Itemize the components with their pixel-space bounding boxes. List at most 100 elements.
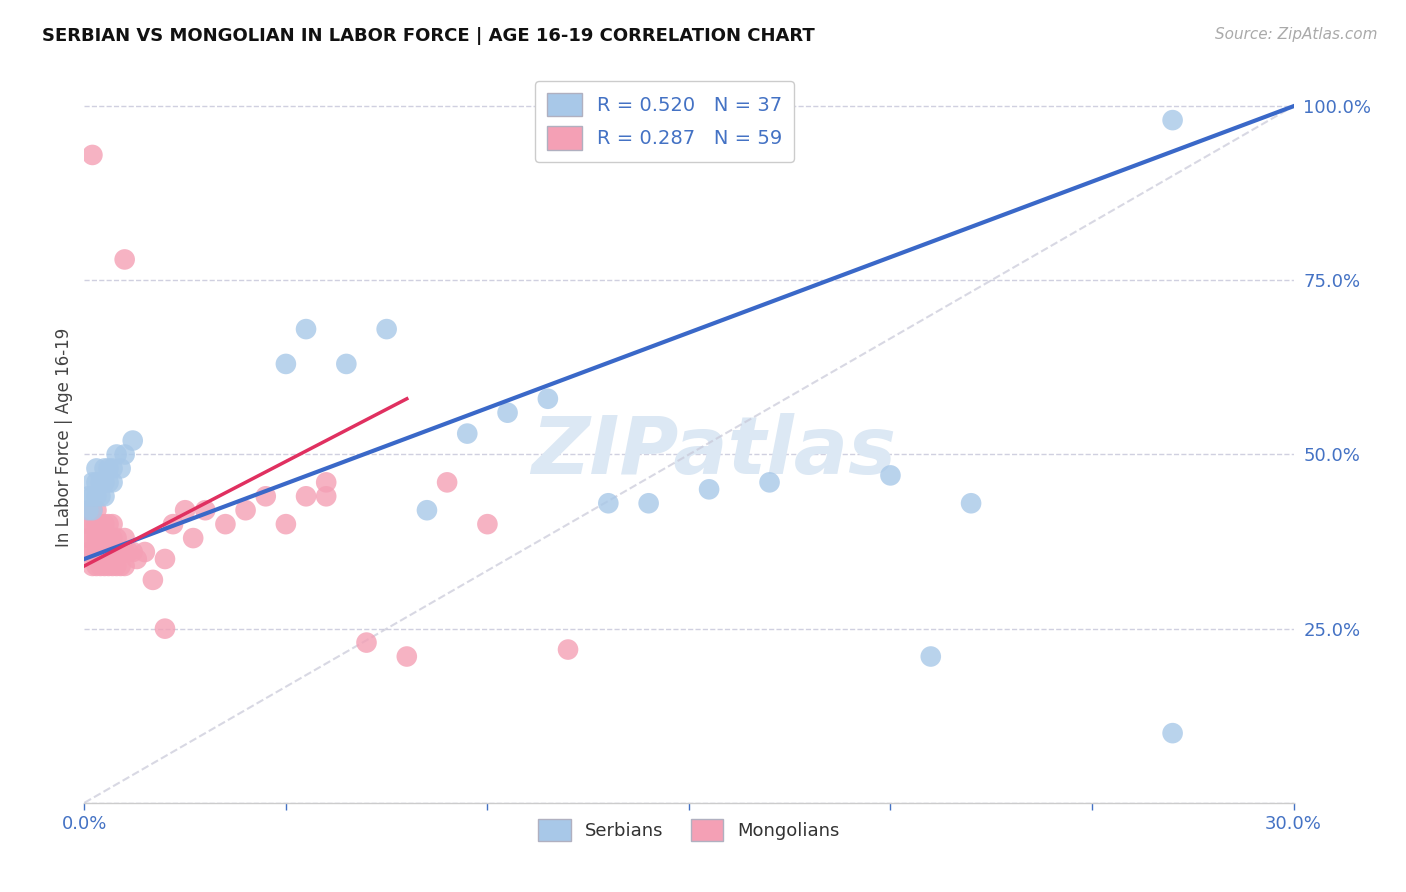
Point: [86, 461, 108, 475]
Point: [93, 531, 115, 545]
Point: [537, 392, 560, 406]
Point: [110, 545, 132, 559]
Point: [121, 434, 143, 448]
Point: [598, 496, 620, 510]
Point: [335, 357, 357, 371]
Text: ZIPatlas: ZIPatlas: [530, 413, 896, 491]
Point: [174, 503, 197, 517]
Point: [315, 489, 337, 503]
Point: [194, 503, 217, 517]
Point: [97, 558, 120, 573]
Point: [105, 448, 128, 462]
Point: [77, 517, 100, 532]
Point: [77, 503, 100, 517]
Legend: Serbians, Mongolians: Serbians, Mongolians: [531, 812, 846, 848]
Point: [356, 635, 378, 649]
Point: [162, 517, 184, 532]
Point: [114, 531, 136, 545]
Point: [375, 322, 398, 336]
Point: [118, 545, 141, 559]
Point: [77, 489, 100, 503]
Point: [295, 322, 318, 336]
Point: [101, 475, 124, 490]
Point: [82, 489, 104, 503]
Point: [89, 489, 111, 503]
Point: [456, 426, 478, 441]
Point: [101, 517, 124, 532]
Point: [254, 489, 277, 503]
Point: [89, 545, 111, 559]
Point: [637, 496, 659, 510]
Point: [436, 475, 458, 490]
Point: [960, 496, 983, 510]
Point: [93, 517, 115, 532]
Point: [1161, 113, 1184, 128]
Point: [697, 483, 720, 497]
Point: [86, 503, 108, 517]
Point: [77, 503, 100, 517]
Point: [879, 468, 901, 483]
Point: [114, 558, 136, 573]
Point: [101, 558, 124, 573]
Text: Source: ZipAtlas.com: Source: ZipAtlas.com: [1215, 27, 1378, 42]
Point: [97, 531, 120, 545]
Point: [86, 545, 108, 559]
Point: [93, 461, 115, 475]
Point: [97, 517, 120, 532]
Point: [82, 558, 104, 573]
Point: [77, 545, 100, 559]
Point: [114, 448, 136, 462]
Point: [89, 558, 111, 573]
Point: [395, 649, 418, 664]
Point: [82, 148, 104, 162]
Point: [89, 531, 111, 545]
Point: [97, 461, 120, 475]
Point: [82, 517, 104, 532]
Point: [121, 545, 143, 559]
Point: [86, 531, 108, 545]
Point: [89, 517, 111, 532]
Point: [82, 503, 104, 517]
Point: [101, 461, 124, 475]
Point: [110, 461, 132, 475]
Point: [105, 531, 128, 545]
Point: [181, 531, 204, 545]
Text: SERBIAN VS MONGOLIAN IN LABOR FORCE | AGE 16-19 CORRELATION CHART: SERBIAN VS MONGOLIAN IN LABOR FORCE | AG…: [42, 27, 815, 45]
Point: [82, 475, 104, 490]
Point: [134, 545, 156, 559]
Point: [142, 573, 165, 587]
Point: [105, 545, 128, 559]
Point: [82, 531, 104, 545]
Point: [101, 531, 124, 545]
Point: [97, 545, 120, 559]
Point: [82, 545, 104, 559]
Point: [86, 558, 108, 573]
Point: [114, 252, 136, 267]
Point: [557, 642, 579, 657]
Point: [295, 489, 318, 503]
Point: [86, 489, 108, 503]
Point: [97, 475, 120, 490]
Point: [920, 649, 942, 664]
Point: [101, 545, 124, 559]
Point: [125, 552, 148, 566]
Point: [93, 558, 115, 573]
Point: [416, 503, 439, 517]
Point: [93, 489, 115, 503]
Point: [105, 558, 128, 573]
Point: [214, 517, 236, 532]
Point: [86, 475, 108, 490]
Point: [477, 517, 499, 532]
Point: [89, 475, 111, 490]
Point: [758, 475, 780, 490]
Point: [93, 545, 115, 559]
Point: [1161, 726, 1184, 740]
Point: [235, 503, 257, 517]
Point: [77, 531, 100, 545]
Point: [496, 406, 519, 420]
Point: [153, 552, 176, 566]
Point: [274, 357, 297, 371]
Point: [82, 503, 104, 517]
Point: [274, 517, 297, 532]
Point: [86, 517, 108, 532]
